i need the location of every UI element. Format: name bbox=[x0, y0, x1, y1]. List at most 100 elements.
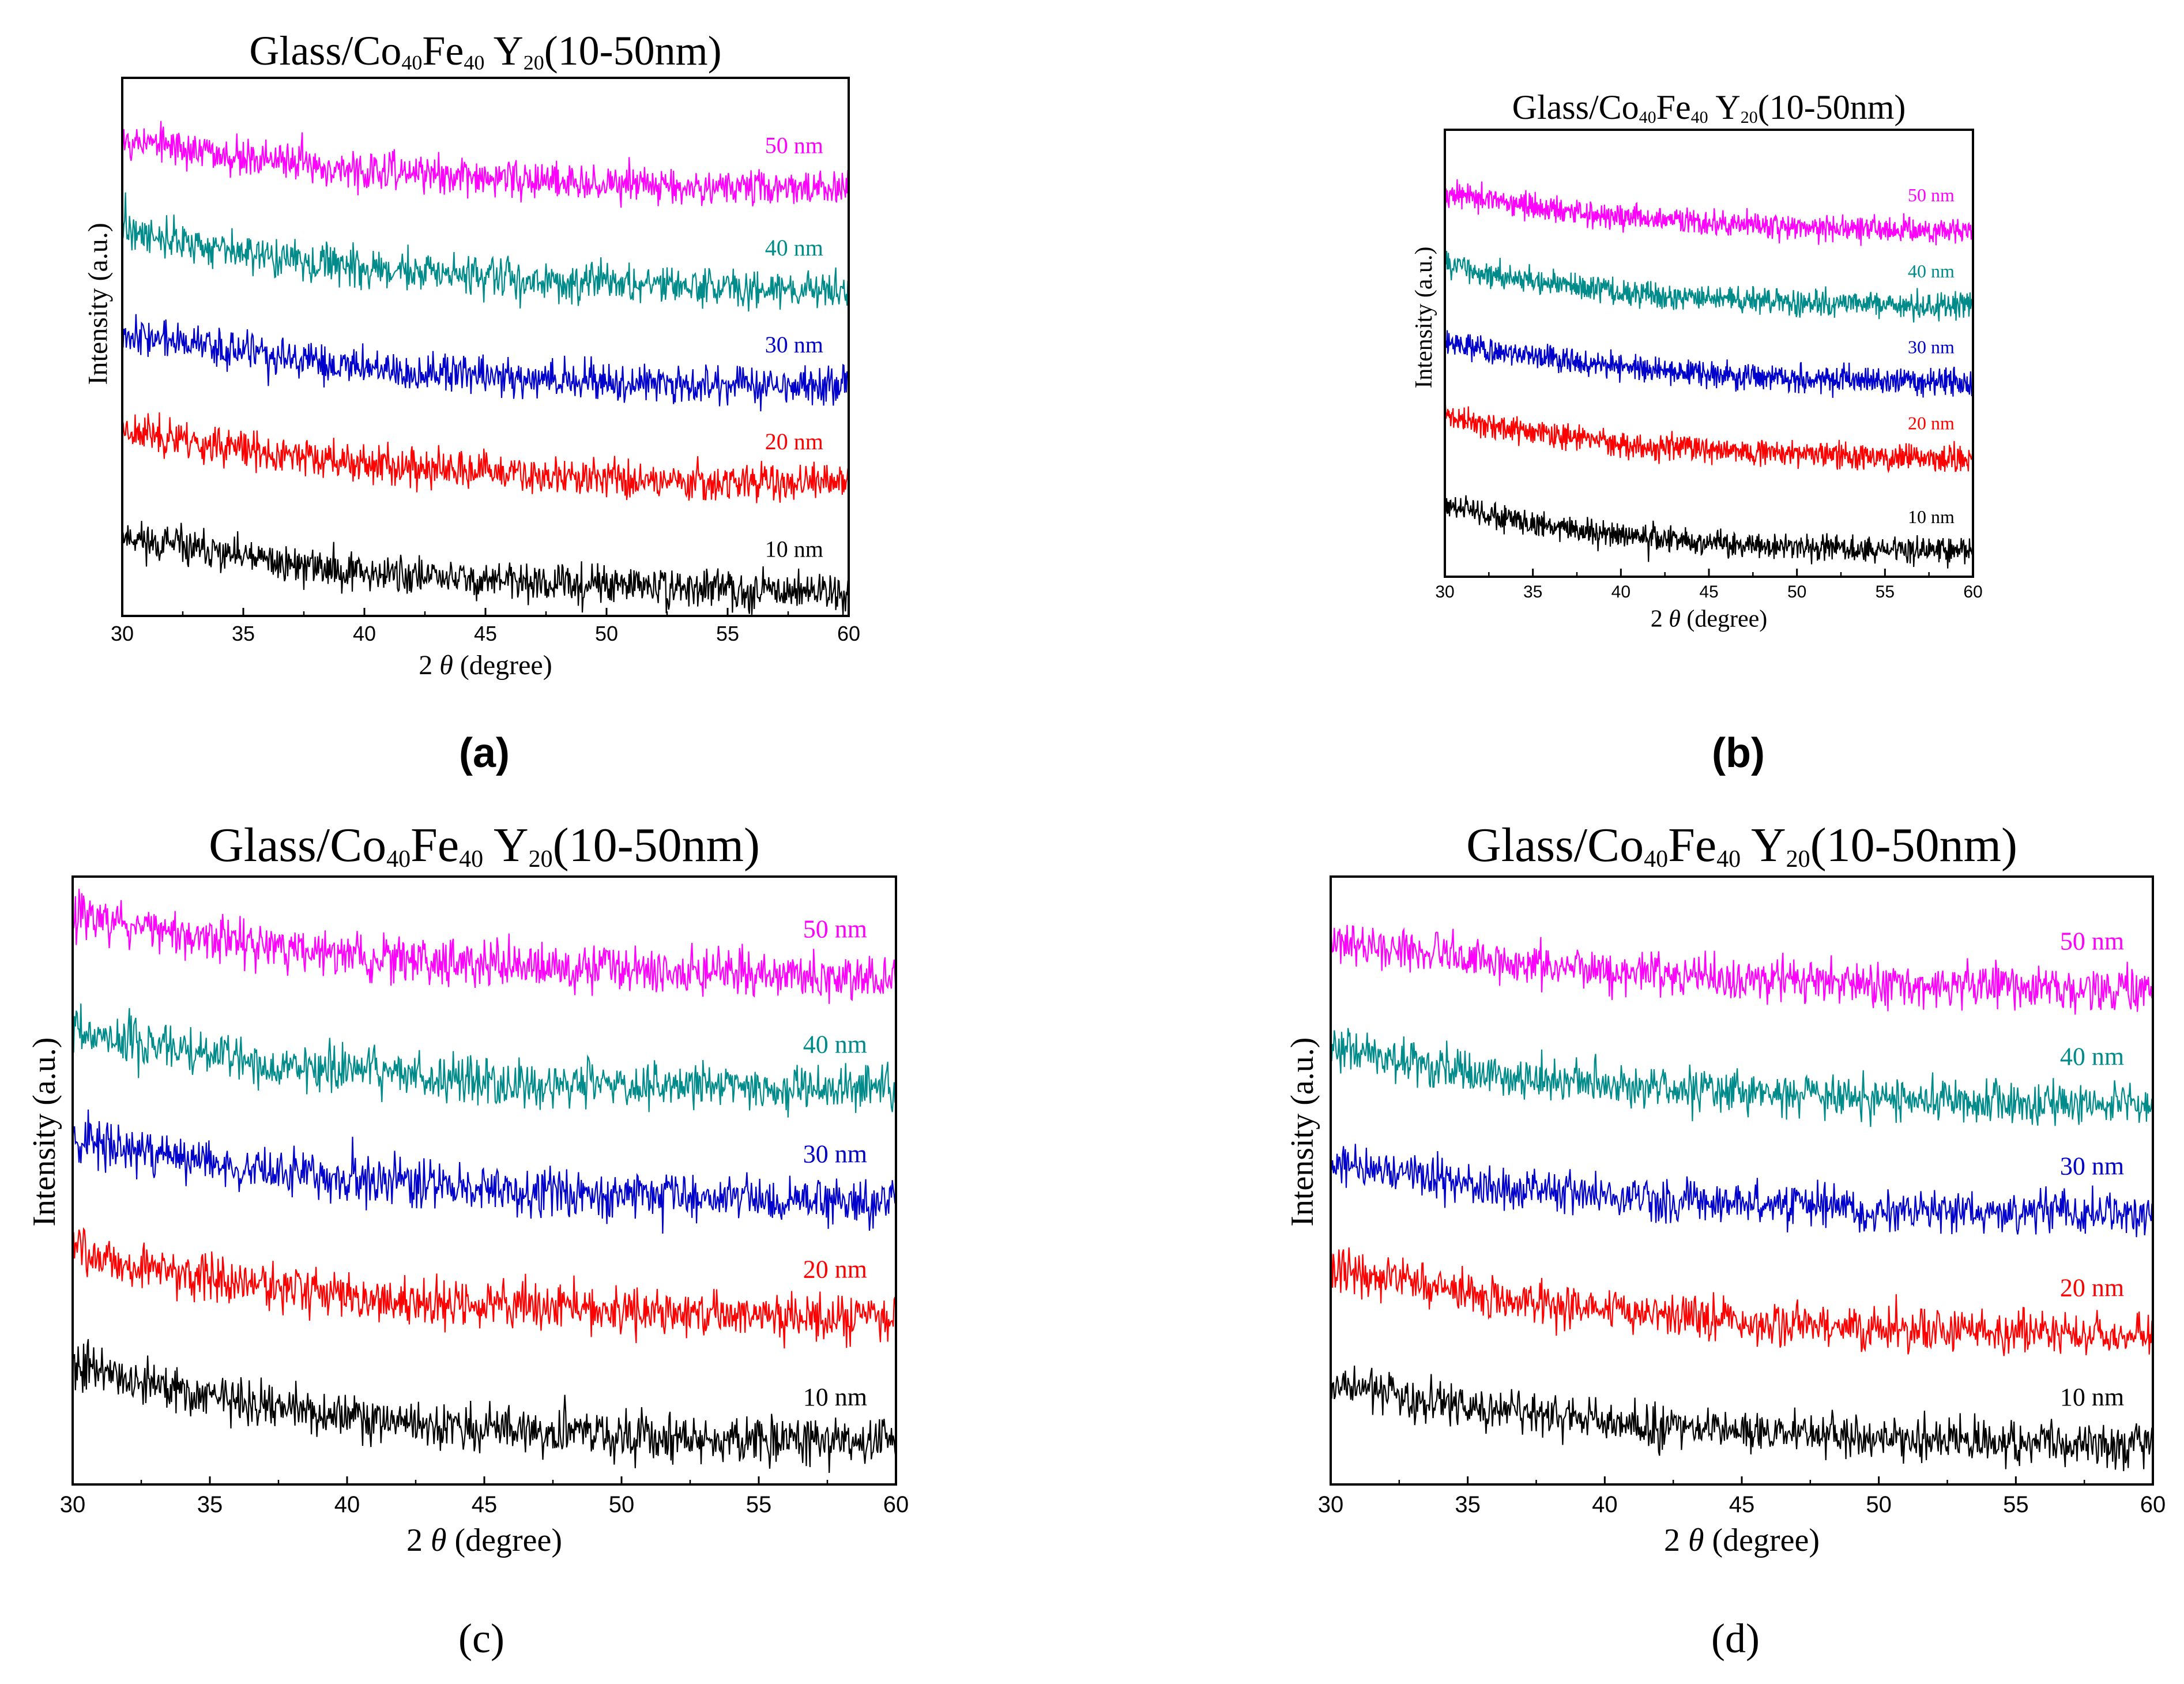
x-tick-label: 55 bbox=[716, 622, 739, 645]
x-tick-label: 30 bbox=[1318, 1492, 1344, 1517]
x-axis-label-prefix: 2 bbox=[1664, 1523, 1688, 1558]
legend-label-20nm: 20 nm bbox=[1908, 412, 1955, 433]
chart-title: Glass/Co40Fe40 Y20(10-50nm) bbox=[1466, 818, 2017, 873]
chart-title: Glass/Co40Fe40 Y20(10-50nm) bbox=[209, 818, 760, 873]
title-subscript: 40 bbox=[1644, 846, 1668, 873]
x-axis-label-prefix: 2 bbox=[406, 1523, 431, 1558]
legend-label-30nm: 30 nm bbox=[803, 1140, 867, 1168]
title-subscript: 20 bbox=[1786, 846, 1810, 873]
series-group bbox=[1330, 924, 2154, 1471]
x-tick-label: 35 bbox=[197, 1492, 223, 1517]
x-axis-label-prefix: 2 bbox=[1651, 606, 1669, 632]
x-tick-label: 35 bbox=[232, 622, 255, 645]
title-text: Glass/Co bbox=[1512, 88, 1639, 126]
legend-label-50nm: 50 nm bbox=[803, 915, 867, 943]
y-axis-label: Intensity (a.u.) bbox=[1285, 1038, 1320, 1227]
title-text: Fe bbox=[411, 818, 459, 872]
chart-d: 10 nm 20 nm 30 nm 40 nm 50 nm 30 35 40 45 50 55 60 2… bbox=[1285, 818, 2166, 1558]
series-line-50nm bbox=[1330, 924, 2154, 1015]
x-axis-label-suffix: (degree) bbox=[1704, 1523, 1820, 1558]
series-line-20nm bbox=[71, 1227, 897, 1349]
title-subscript: 40 bbox=[1639, 108, 1656, 127]
title-text: Glass/Co bbox=[249, 28, 401, 74]
legend-label-50nm: 50 nm bbox=[1908, 185, 1955, 205]
title-subscript: 40 bbox=[1716, 846, 1741, 873]
panel-c: 10 nm 20 nm 30 nm 40 nm 50 nm 30 35 40 45 50 55 60 2… bbox=[0, 818, 1092, 1684]
x-tick-label: 60 bbox=[1963, 582, 1982, 602]
series-line-50nm bbox=[1444, 179, 1974, 246]
title-subscript: 40 bbox=[459, 846, 483, 873]
title-subscript: 20 bbox=[529, 846, 553, 873]
title-text: (10-50nm) bbox=[1758, 88, 1906, 126]
x-axis-label-theta: θ bbox=[1669, 606, 1681, 632]
series-group bbox=[1444, 179, 1974, 569]
legend-label-40nm: 40 nm bbox=[765, 235, 823, 261]
x-axis-label-suffix: (degree) bbox=[1681, 606, 1767, 632]
legend-label-30nm: 30 nm bbox=[2060, 1152, 2124, 1180]
series-line-50nm bbox=[71, 889, 897, 1004]
title-text: (10-50nm) bbox=[1810, 818, 2017, 872]
x-tick-label: 55 bbox=[1876, 582, 1895, 602]
title-text: Glass/Co bbox=[209, 818, 386, 872]
panel-label-b: (b) bbox=[1712, 730, 1765, 776]
x-tick-label: 50 bbox=[1866, 1492, 1892, 1517]
x-tick-label: 30 bbox=[60, 1492, 86, 1517]
y-axis-label: Intensity (a.u.) bbox=[27, 1038, 62, 1227]
legend-label-40nm: 40 nm bbox=[1908, 261, 1955, 281]
series-line-40nm bbox=[121, 192, 850, 312]
series-group bbox=[121, 121, 850, 616]
x-tick-label: 45 bbox=[1699, 582, 1718, 602]
x-tick-label: 35 bbox=[1455, 1492, 1481, 1517]
panel-label-c: (c) bbox=[458, 1615, 504, 1662]
legend-label-10nm: 10 nm bbox=[803, 1383, 867, 1411]
legend-label-20nm: 20 nm bbox=[803, 1256, 867, 1284]
legend-label-10nm: 10 nm bbox=[765, 536, 823, 562]
legend-label-50nm: 50 nm bbox=[765, 133, 823, 159]
x-tick-label: 60 bbox=[837, 622, 860, 645]
series-line-10nm bbox=[1330, 1365, 2154, 1471]
plot-frame bbox=[1330, 875, 2154, 1486]
series-line-10nm bbox=[72, 1339, 897, 1474]
plot-frame bbox=[121, 77, 850, 617]
x-tick-label: 60 bbox=[883, 1492, 909, 1517]
legend-label-10nm: 10 nm bbox=[1908, 506, 1955, 527]
title-subscript: 20 bbox=[524, 51, 544, 74]
legend-label-10nm: 10 nm bbox=[2060, 1383, 2124, 1411]
legend-label-40nm: 40 nm bbox=[2060, 1043, 2124, 1071]
legend-label-30nm: 30 nm bbox=[1908, 337, 1955, 358]
series-line-40nm bbox=[1444, 251, 1974, 323]
chart-b: 10 nm 20 nm 30 nm 40 nm 50 nm 30 35 40 45 50 55 60 2… bbox=[1411, 88, 1983, 633]
title-subscript: 40 bbox=[386, 846, 411, 873]
x-axis-label: 2 θ (degree) bbox=[1664, 1523, 1820, 1558]
title-text: Y bbox=[483, 818, 529, 872]
panel-a: 10 nm 20 nm 30 nm 40 nm 50 nm 30 35 40 45 50 55 60 2… bbox=[0, 0, 1092, 842]
x-tick-label: 30 bbox=[1435, 582, 1454, 602]
x-axis-label-suffix: (degree) bbox=[447, 1523, 563, 1558]
x-axis-label-theta: θ bbox=[439, 650, 453, 681]
series-line-20nm bbox=[1444, 405, 1974, 473]
panel-label-a: (a) bbox=[459, 730, 510, 776]
x-tick-label: 45 bbox=[1729, 1492, 1755, 1517]
title-text: Y bbox=[1741, 818, 1786, 872]
x-tick-label: 55 bbox=[746, 1492, 772, 1517]
x-axis-label: 2 θ (degree) bbox=[406, 1523, 562, 1558]
x-axis-label: 2 θ (degree) bbox=[1651, 606, 1768, 632]
x-axis-label: 2 θ (degree) bbox=[419, 650, 552, 681]
series-line-10nm bbox=[121, 521, 850, 616]
x-tick-label: 40 bbox=[1611, 582, 1631, 602]
series-line-50nm bbox=[121, 121, 850, 208]
title-subscript: 20 bbox=[1741, 108, 1758, 127]
series-line-30nm bbox=[1444, 330, 1974, 398]
x-tick-label: 40 bbox=[353, 622, 376, 645]
series-group bbox=[71, 889, 897, 1474]
series-line-40nm bbox=[71, 1003, 897, 1118]
x-tick-label: 50 bbox=[609, 1492, 635, 1517]
chart-a: 10 nm 20 nm 30 nm 40 nm 50 nm 30 35 40 45 50 55 60 2… bbox=[83, 28, 860, 681]
panel-b: 10 nm 20 nm 30 nm 40 nm 50 nm 30 35 40 45 50 55 60 2… bbox=[1092, 0, 2184, 842]
legend-label-20nm: 20 nm bbox=[765, 428, 823, 454]
panel-label-d: (d) bbox=[1711, 1615, 1760, 1662]
x-tick-label: 45 bbox=[472, 1492, 498, 1517]
legend-label-50nm: 50 nm bbox=[2060, 927, 2124, 955]
title-text: (10-50nm) bbox=[544, 28, 722, 74]
title-text: Fe bbox=[1656, 88, 1691, 126]
